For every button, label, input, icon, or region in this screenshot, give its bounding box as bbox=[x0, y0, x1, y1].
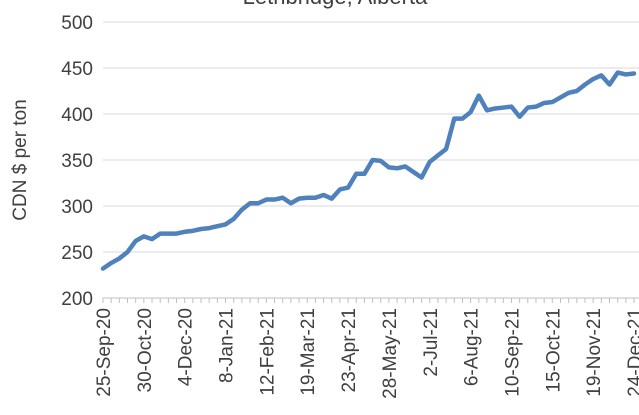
x-tick-label: 15-Oct-21 bbox=[543, 308, 564, 392]
y-tick-label: 500 bbox=[61, 13, 93, 34]
x-tick-label: 6-Aug-21 bbox=[462, 308, 483, 386]
data-line bbox=[100, 70, 637, 271]
y-tick-label: 200 bbox=[61, 289, 93, 310]
x-tick-label: 19-Nov-21 bbox=[584, 308, 605, 397]
y-tick-label: 400 bbox=[61, 105, 93, 126]
x-tick-label: 4-Dec-20 bbox=[176, 308, 197, 386]
x-tick-label: 28-May-21 bbox=[380, 308, 401, 399]
y-tick-label: 250 bbox=[61, 243, 93, 264]
x-tick-label: 30-Oct-20 bbox=[135, 308, 156, 392]
y-axis-label: CDN $ per ton bbox=[10, 99, 31, 220]
chart-title: Lethbridge, Alberta bbox=[243, 0, 428, 9]
x-tick-label: 8-Jan-21 bbox=[217, 308, 238, 383]
x-tick-label: 2-Jul-21 bbox=[421, 308, 442, 377]
y-tick-label: 300 bbox=[61, 197, 93, 218]
x-tick-label: 10-Sep-21 bbox=[502, 308, 523, 397]
x-tick-label: 24-Dec-21 bbox=[625, 308, 639, 397]
x-tick-label: 12-Feb-21 bbox=[257, 308, 278, 396]
y-tick-label: 450 bbox=[61, 59, 93, 80]
x-tick-label: 23-Apr-21 bbox=[339, 308, 360, 393]
x-tick-label: 19-Mar-21 bbox=[298, 308, 319, 396]
x-tick-label: 25-Sep-20 bbox=[94, 308, 115, 397]
y-tick-label: 350 bbox=[61, 151, 93, 172]
